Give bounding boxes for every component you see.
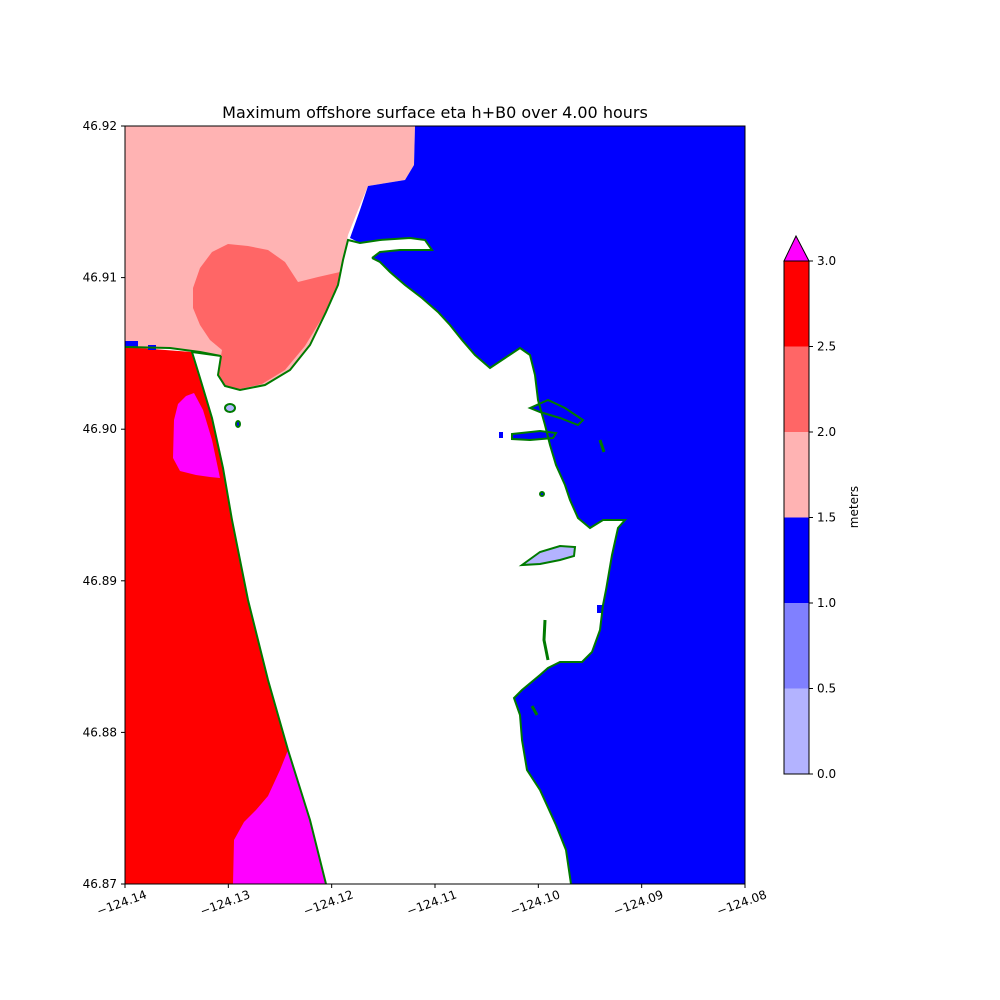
y-tick-label: 46.89	[83, 574, 117, 588]
colorbar-level	[784, 432, 809, 518]
bay-channel	[511, 429, 558, 442]
colorbar-tick-label: 3.0	[817, 254, 836, 268]
y-axis: 46.87 46.88 46.89 46.90 46.91 46.92	[83, 119, 125, 891]
colorbar-level	[784, 603, 809, 689]
shoal	[542, 619, 550, 661]
x-tick-label: −124.09	[612, 887, 666, 918]
shoreline-spit	[216, 236, 434, 392]
shoal	[224, 403, 236, 413]
colorbar-label: meters	[847, 486, 861, 528]
ocean-east-blue	[350, 126, 745, 884]
ocean-west-magenta-south	[233, 750, 326, 884]
bay-channel-light-blue	[518, 544, 577, 567]
x-tick-label: −124.11	[405, 887, 459, 918]
colorbar-tick-label: 0.5	[817, 682, 836, 696]
x-tick-label: −124.10	[508, 887, 562, 918]
colorbar-level	[784, 688, 809, 774]
x-tick-label: −124.13	[198, 887, 252, 918]
colorbar-tick-label: 0.0	[817, 767, 836, 781]
ocean-speck	[597, 605, 602, 613]
colorbar-level	[784, 517, 809, 603]
ocean-speck	[125, 341, 138, 347]
colorbar-ticks: 0.0 0.5 1.0 1.5 2.0 2.5 3.0	[809, 254, 836, 781]
x-tick-label: −124.14	[95, 887, 149, 918]
shoal	[530, 705, 539, 716]
ocean-speck	[499, 432, 503, 438]
map-area	[125, 126, 745, 884]
ocean-west-magenta-north	[173, 393, 220, 478]
ocean-north-light-red	[193, 244, 340, 389]
colorbar-tick-label: 1.0	[817, 596, 836, 610]
y-tick-label: 46.92	[83, 119, 117, 133]
colorbar-extend-arrow	[783, 234, 810, 262]
x-tick-label: −124.12	[302, 887, 356, 918]
x-axis: −124.14 −124.13 −124.12 −124.11 −124.10 −124.…	[95, 884, 769, 918]
shoal	[539, 491, 545, 497]
y-tick-label: 46.91	[83, 271, 117, 285]
shoreline-east	[371, 257, 628, 884]
colorbar: 0.0 0.5 1.0 1.5 2.0 2.5 3.0 meters	[783, 234, 861, 781]
colorbar-level	[784, 346, 809, 432]
colorbar-tick-label: 2.5	[817, 340, 836, 354]
map-title: Maximum offshore surface eta h+B0 over 4…	[222, 103, 648, 122]
shoal	[235, 420, 241, 428]
colorbar-tick-label: 2.0	[817, 425, 836, 439]
shoal	[598, 439, 606, 453]
x-tick-label: −124.08	[715, 887, 769, 918]
colorbar-level	[784, 261, 809, 347]
ocean-west-red	[125, 347, 326, 884]
bay-channel	[527, 398, 585, 427]
y-tick-label: 46.88	[83, 725, 117, 739]
colorbar-levels	[784, 261, 809, 774]
y-tick-label: 46.87	[83, 877, 117, 891]
colorbar-tick-label: 1.5	[817, 511, 836, 525]
shoreline-west	[125, 346, 327, 884]
y-tick-label: 46.90	[83, 422, 117, 436]
